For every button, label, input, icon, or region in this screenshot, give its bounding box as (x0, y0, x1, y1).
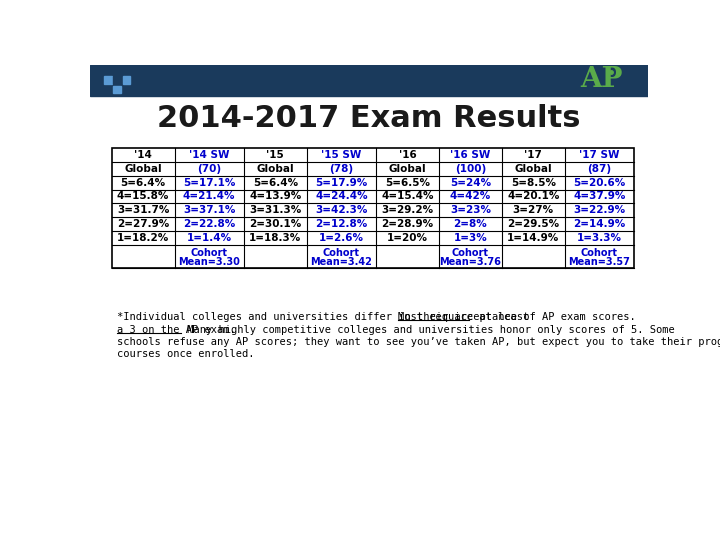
Text: 5=17.1%: 5=17.1% (183, 178, 235, 187)
Text: 5=6.5%: 5=6.5% (385, 178, 430, 187)
Bar (90, 65, 648, 96)
Text: (78): (78) (329, 164, 354, 174)
Text: 2=14.9%: 2=14.9% (573, 219, 626, 229)
Text: '16 SW: '16 SW (450, 150, 490, 160)
Text: 5=17.9%: 5=17.9% (315, 178, 367, 187)
Text: Cohort: Cohort (452, 248, 489, 258)
Text: 3=31.7%: 3=31.7% (117, 205, 169, 215)
Text: 2=27.9%: 2=27.9% (117, 219, 169, 229)
Text: Cohort: Cohort (191, 248, 228, 258)
Text: 2014-2017 Exam Results: 2014-2017 Exam Results (157, 104, 581, 133)
Text: 4=15.4%: 4=15.4% (381, 192, 433, 201)
Text: '14: '14 (134, 150, 152, 160)
Text: AP: AP (580, 66, 623, 93)
Text: 1=18.3%: 1=18.3% (249, 233, 302, 243)
Text: 4=37.9%: 4=37.9% (573, 192, 626, 201)
Text: 5=24%: 5=24% (450, 178, 491, 187)
Text: 3=27%: 3=27% (513, 205, 554, 215)
Text: 2=28.9%: 2=28.9% (382, 219, 433, 229)
Text: (70): (70) (197, 164, 221, 174)
Text: 1=3.3%: 1=3.3% (577, 233, 622, 243)
Text: (87): (87) (588, 164, 611, 174)
Text: Many highly competitive colleges and universities honor only scores of 5. Some: Many highly competitive colleges and uni… (181, 325, 675, 335)
Text: Mean=3.42: Mean=3.42 (310, 257, 372, 267)
Text: 1=20%: 1=20% (387, 233, 428, 243)
Bar (113, 76, 121, 84)
Text: schools refuse any AP scores; they want to see you’ve taken AP, but expect you t: schools refuse any AP scores; they want … (117, 337, 720, 347)
Bar (122, 76, 130, 84)
Text: '14 SW: '14 SW (189, 150, 230, 160)
Text: courses once enrolled.: courses once enrolled. (117, 349, 255, 359)
Text: '17: '17 (524, 150, 542, 160)
Text: 3=37.1%: 3=37.1% (183, 205, 235, 215)
Text: 5=8.5%: 5=8.5% (511, 178, 556, 187)
Text: 4=13.9%: 4=13.9% (249, 192, 302, 201)
Text: Cohort: Cohort (581, 248, 618, 258)
Text: '15 SW: '15 SW (321, 150, 361, 160)
Text: Global: Global (515, 164, 552, 174)
Text: Global: Global (256, 164, 294, 174)
Text: 2=8%: 2=8% (454, 219, 487, 229)
Text: 4=24.4%: 4=24.4% (315, 192, 368, 201)
Text: 4=20.1%: 4=20.1% (507, 192, 559, 201)
Text: Global: Global (125, 164, 162, 174)
Text: 4=21.4%: 4=21.4% (183, 192, 235, 201)
Text: 2=12.8%: 2=12.8% (315, 219, 367, 229)
Text: 5=20.6%: 5=20.6% (573, 178, 626, 187)
Bar (113, 85, 121, 93)
Text: 1=14.9%: 1=14.9% (507, 233, 559, 243)
Text: '16: '16 (399, 150, 416, 160)
Text: 3=29.2%: 3=29.2% (382, 205, 433, 215)
Text: 3=23%: 3=23% (450, 205, 491, 215)
Text: 4=15.8%: 4=15.8% (117, 192, 169, 201)
Text: a 3 on the AP exam.: a 3 on the AP exam. (117, 325, 236, 335)
Text: 1=3%: 1=3% (454, 233, 487, 243)
Text: 5=6.4%: 5=6.4% (121, 178, 166, 187)
Text: 3=42.3%: 3=42.3% (315, 205, 368, 215)
Bar (104, 85, 112, 93)
Text: Most require at least: Most require at least (398, 312, 530, 322)
Text: 3=31.3%: 3=31.3% (249, 205, 302, 215)
Bar (112, 148, 634, 268)
Text: *Individual colleges and universities differ in their acceptance of AP exam scor: *Individual colleges and universities di… (117, 312, 642, 322)
Text: 2=22.8%: 2=22.8% (183, 219, 235, 229)
Text: (100): (100) (455, 164, 486, 174)
Text: Mean=3.76: Mean=3.76 (439, 257, 501, 267)
Text: 3=22.9%: 3=22.9% (573, 205, 626, 215)
Bar (104, 76, 112, 84)
Text: '15: '15 (266, 150, 284, 160)
Text: 2=30.1%: 2=30.1% (249, 219, 302, 229)
Text: 1=1.4%: 1=1.4% (186, 233, 232, 243)
Text: Mean=3.30: Mean=3.30 (179, 257, 240, 267)
Text: Mean=3.57: Mean=3.57 (569, 257, 631, 267)
Text: 4=42%: 4=42% (450, 192, 491, 201)
Text: Cohort: Cohort (323, 248, 360, 258)
Text: Global: Global (389, 164, 426, 174)
Text: 5=6.4%: 5=6.4% (253, 178, 298, 187)
Text: 1=18.2%: 1=18.2% (117, 233, 169, 243)
Text: 2=29.5%: 2=29.5% (508, 219, 559, 229)
Text: '17 SW: '17 SW (579, 150, 620, 160)
Text: 1=2.6%: 1=2.6% (319, 233, 364, 243)
